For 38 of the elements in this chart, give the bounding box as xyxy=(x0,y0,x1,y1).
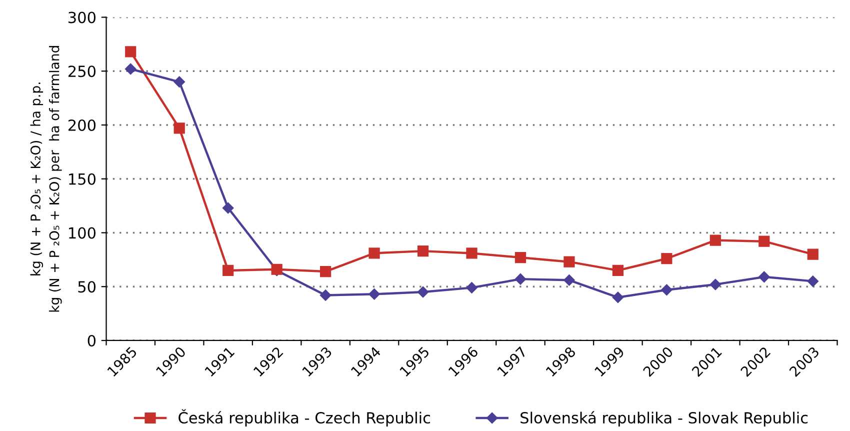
point xyxy=(222,202,234,214)
point xyxy=(174,76,185,88)
point xyxy=(125,63,136,75)
point xyxy=(222,264,234,276)
point xyxy=(466,248,478,259)
legend-label: Česká republika - Czech Republic xyxy=(178,409,430,427)
y-tick-label: 150 xyxy=(69,173,96,185)
legend-label: Slovenská republika - Slovak Republic xyxy=(520,411,808,427)
point xyxy=(514,273,526,285)
point xyxy=(320,290,332,301)
point xyxy=(417,246,429,257)
point xyxy=(612,292,624,303)
point xyxy=(174,122,185,134)
y-axis-title: kg (N + P ₂O₅ + K₂O) / ha p.p. kg (N + P ₂O₅ + K₂O) per ha of farmland xyxy=(30,46,62,312)
y-tick-label: 300 xyxy=(68,12,96,24)
y-tick-label: 100 xyxy=(69,227,96,239)
point xyxy=(612,264,624,276)
point xyxy=(807,248,818,260)
point xyxy=(320,266,332,278)
y-tick-label: 0 xyxy=(88,334,96,347)
point xyxy=(710,234,721,246)
point xyxy=(564,274,575,286)
y-tick-label: 200 xyxy=(68,119,96,132)
point xyxy=(807,276,818,287)
y-tick-label: 50 xyxy=(78,281,96,293)
point xyxy=(368,248,380,259)
point xyxy=(564,256,575,268)
point xyxy=(368,288,380,300)
y-tick-label: 250 xyxy=(68,66,96,78)
point xyxy=(661,284,672,296)
point xyxy=(758,236,770,247)
point xyxy=(466,282,478,294)
point xyxy=(125,46,136,58)
point xyxy=(710,278,722,290)
point xyxy=(514,252,526,264)
point xyxy=(417,286,429,298)
point xyxy=(661,253,672,264)
point xyxy=(758,271,770,283)
